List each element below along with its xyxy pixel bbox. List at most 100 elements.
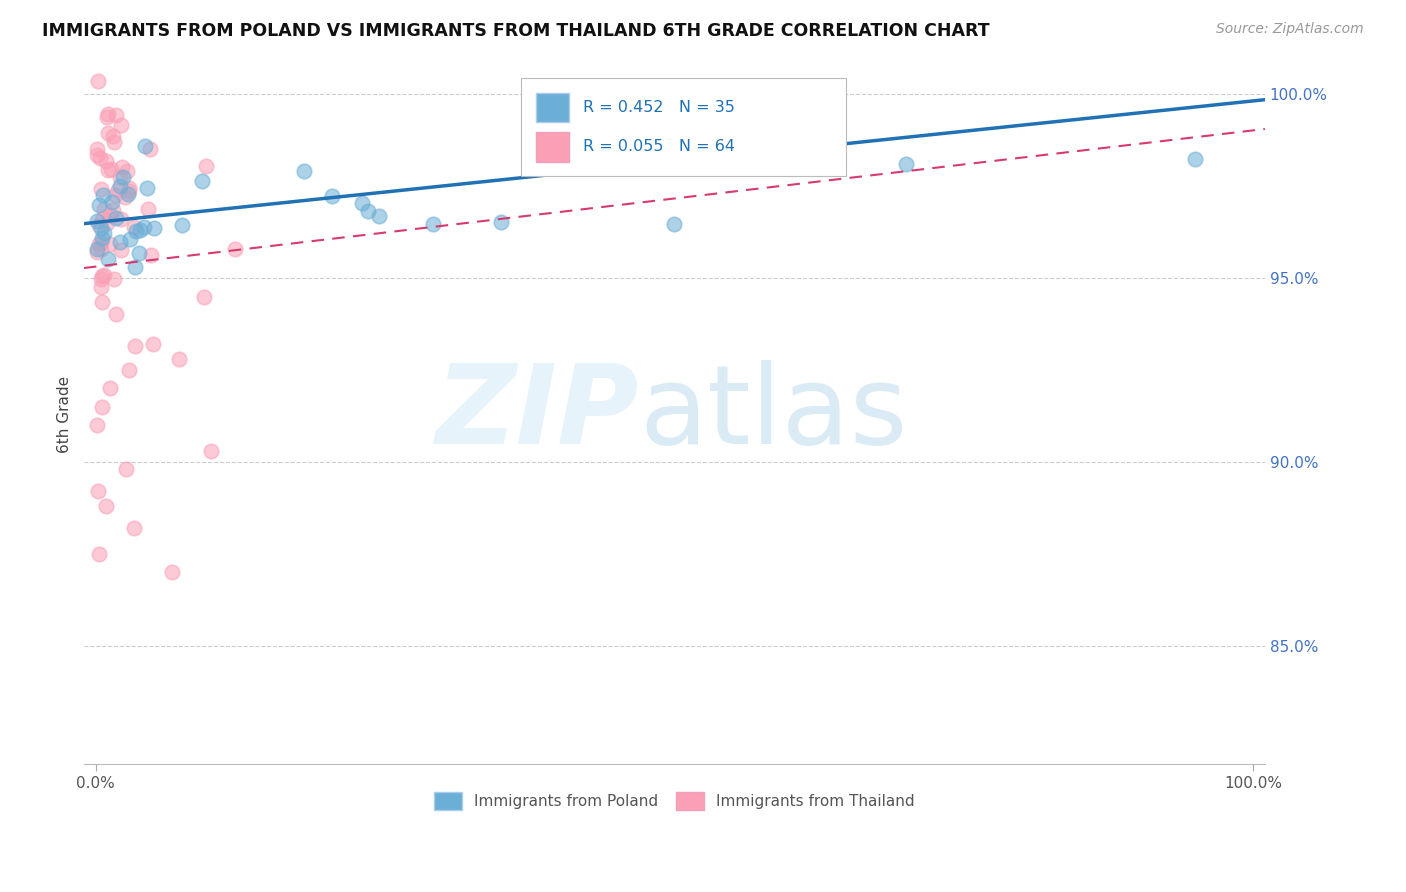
Point — [89, 236, 111, 251]
Point — [111, 161, 134, 175]
Point — [118, 363, 141, 377]
Point — [104, 187, 127, 202]
Point — [200, 443, 222, 458]
Point — [105, 108, 128, 122]
Point — [86, 213, 108, 227]
Point — [135, 180, 157, 194]
Point — [93, 202, 115, 216]
Text: atlas: atlas — [638, 360, 907, 467]
Point — [90, 235, 112, 250]
Point — [98, 381, 121, 395]
Point — [1184, 152, 1206, 166]
Point — [124, 260, 146, 275]
Point — [96, 153, 118, 168]
Text: IMMIGRANTS FROM POLAND VS IMMIGRANTS FROM THAILAND 6TH GRADE CORRELATION CHART: IMMIGRANTS FROM POLAND VS IMMIGRANTS FRO… — [42, 22, 990, 40]
Point — [97, 126, 120, 140]
Point — [107, 183, 129, 197]
Point — [117, 187, 139, 202]
Point — [93, 268, 115, 282]
Point — [108, 235, 131, 249]
Point — [122, 521, 145, 535]
Point — [111, 170, 134, 185]
Point — [104, 211, 127, 225]
Point — [136, 202, 159, 217]
Point — [91, 212, 114, 227]
Text: R = 0.452   N = 35: R = 0.452 N = 35 — [583, 100, 735, 115]
Point — [91, 231, 114, 245]
Point — [89, 152, 111, 166]
Point — [98, 208, 121, 222]
Point — [122, 220, 145, 235]
Point — [86, 243, 108, 257]
Text: Source: ZipAtlas.com: Source: ZipAtlas.com — [1216, 22, 1364, 37]
Point — [86, 142, 108, 156]
Point — [97, 106, 120, 120]
Point — [86, 484, 108, 499]
FancyBboxPatch shape — [520, 78, 845, 176]
Point — [321, 188, 343, 202]
Point — [86, 244, 108, 259]
Point — [96, 110, 118, 124]
Point — [193, 290, 215, 304]
Point — [91, 269, 114, 284]
Y-axis label: 6th Grade: 6th Grade — [58, 376, 72, 452]
Point — [100, 162, 122, 177]
Point — [87, 547, 110, 561]
Point — [142, 220, 165, 235]
Point — [117, 181, 139, 195]
Point — [91, 294, 114, 309]
Point — [352, 196, 374, 211]
Point — [368, 209, 391, 223]
Point — [128, 246, 150, 260]
Point — [292, 164, 315, 178]
Point — [90, 182, 112, 196]
Text: R = 0.055   N = 64: R = 0.055 N = 64 — [583, 139, 735, 154]
Point — [172, 219, 194, 233]
Point — [103, 135, 125, 149]
Point — [134, 139, 156, 153]
Point — [98, 236, 121, 251]
Bar — [536, 132, 569, 161]
Point — [91, 188, 114, 202]
Point — [87, 197, 110, 211]
Point — [90, 220, 112, 235]
Point — [894, 157, 917, 171]
Point — [160, 566, 183, 580]
Point — [422, 217, 444, 231]
Point — [114, 189, 136, 203]
Point — [139, 142, 162, 156]
Point — [90, 242, 112, 256]
Point — [224, 242, 246, 256]
Point — [96, 252, 118, 266]
Point — [87, 74, 110, 88]
Point — [125, 224, 148, 238]
Point — [101, 202, 124, 217]
Point — [86, 417, 108, 432]
Point — [108, 169, 131, 184]
Point — [96, 162, 118, 177]
Point — [167, 351, 190, 366]
Point — [132, 219, 155, 234]
Point — [124, 339, 146, 353]
Point — [117, 164, 139, 178]
Text: ZIP: ZIP — [436, 360, 638, 467]
Point — [96, 216, 118, 230]
Point — [664, 217, 686, 231]
Point — [489, 215, 512, 229]
Point — [101, 194, 124, 209]
Point — [90, 400, 112, 414]
Point — [142, 337, 165, 351]
Point — [93, 226, 115, 240]
Point — [120, 232, 142, 246]
Point — [87, 218, 110, 232]
Point — [110, 179, 132, 194]
Point — [110, 118, 132, 132]
Point — [118, 184, 141, 198]
Point — [139, 248, 162, 262]
Point — [357, 204, 380, 219]
Point — [101, 129, 124, 144]
Point — [195, 159, 218, 173]
Point — [110, 243, 132, 257]
Point — [90, 271, 112, 285]
Point — [129, 223, 152, 237]
